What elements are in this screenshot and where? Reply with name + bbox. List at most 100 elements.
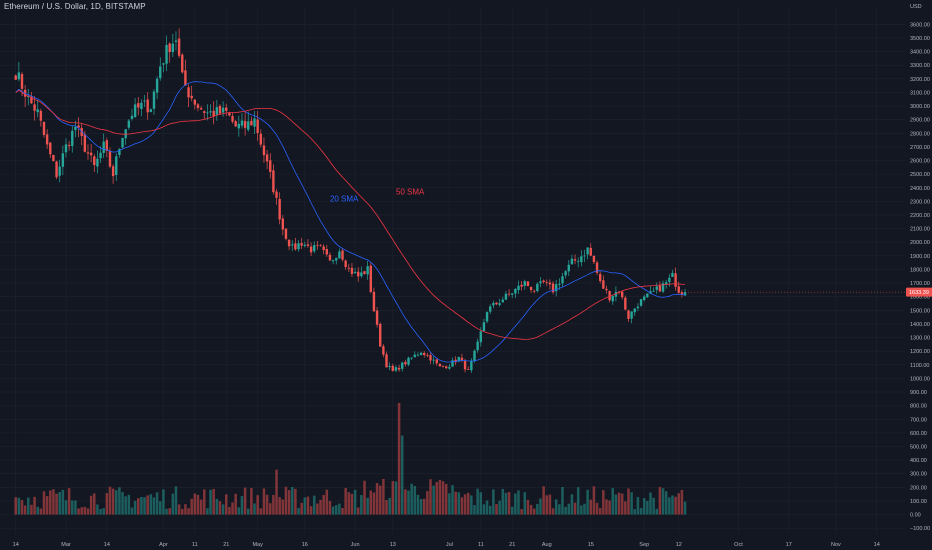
candle-body — [174, 40, 178, 42]
candle-body — [598, 273, 602, 281]
volume-bar — [378, 485, 382, 515]
candle-layer — [14, 28, 687, 373]
candle-body — [410, 357, 413, 359]
candle-body — [159, 66, 162, 79]
volume-bar — [124, 496, 127, 515]
price-axis[interactable]: −100.00 0.00 100.00 200.00 300.00 400.00 500.0… — [685, 0, 932, 550]
volume-bar — [350, 493, 354, 515]
candle-body — [177, 38, 181, 56]
volume-bar — [52, 489, 55, 515]
time-tick-label: 12 — [676, 542, 682, 548]
volume-bar — [287, 490, 291, 515]
candle-body — [580, 256, 583, 263]
volume-bar — [639, 507, 643, 515]
candle-body — [592, 255, 596, 263]
price-tick-label: 800.00 — [910, 404, 927, 410]
price-axis-bg — [905, 0, 932, 550]
candle-body — [570, 258, 574, 265]
volume-bar — [479, 492, 483, 515]
candle-body — [523, 281, 526, 286]
candle-body — [624, 297, 627, 310]
candle-body — [668, 277, 671, 282]
volume-bar — [86, 508, 90, 515]
candle-body — [473, 350, 476, 362]
price-tick-label: 2000.00 — [910, 240, 930, 246]
volume-bar — [520, 509, 523, 515]
volume-bar — [514, 493, 517, 515]
volume-bar — [400, 435, 404, 515]
candle-body — [331, 260, 335, 262]
volume-bar — [539, 498, 542, 515]
candle-body — [171, 43, 175, 53]
candle-body — [265, 154, 269, 162]
volume-bar — [526, 499, 530, 515]
candle-body — [504, 293, 508, 300]
volume-bar — [155, 492, 159, 515]
price-tick-label: 1100.00 — [910, 363, 929, 369]
candle-body — [42, 122, 46, 135]
volume-bar — [325, 489, 329, 515]
candle-body — [485, 312, 489, 322]
candle-body — [407, 357, 410, 365]
candle-body — [111, 166, 115, 177]
volume-bar — [611, 488, 615, 515]
volume-bar — [554, 499, 558, 515]
candle-body — [209, 111, 212, 113]
time-tick-label: Oct — [734, 542, 743, 548]
candle-body — [438, 363, 442, 367]
volume-bar — [152, 497, 156, 515]
volume-bar — [133, 500, 137, 515]
volume-bar — [316, 503, 319, 515]
candle-body — [152, 91, 156, 109]
volume-bar — [363, 480, 366, 515]
candle-body — [664, 282, 668, 285]
candle-body — [149, 109, 153, 112]
volume-bar — [14, 497, 17, 515]
candle-body — [602, 280, 605, 289]
candle-body — [259, 133, 263, 145]
volume-bar — [49, 490, 52, 515]
candle-body — [303, 244, 307, 246]
price-tick-label: −100.00 — [910, 526, 930, 532]
volume-bar — [168, 508, 171, 515]
price-tick-label: 2100.00 — [910, 227, 930, 233]
candle-body — [212, 110, 215, 117]
volume-bar — [510, 506, 514, 515]
volume-bar — [199, 499, 203, 515]
volume-bar — [529, 504, 533, 515]
volume-bar — [83, 506, 87, 515]
candle-body — [545, 281, 548, 283]
candle-body — [363, 271, 366, 274]
candle-body — [215, 107, 219, 115]
time-tick-label: 21 — [223, 542, 229, 548]
volume-bar — [473, 505, 476, 515]
candle-body — [262, 145, 266, 156]
volume-bar — [218, 501, 222, 515]
volume-bar — [80, 507, 83, 515]
candle-body — [187, 87, 190, 98]
volume-bar — [115, 490, 118, 515]
candle-body — [627, 310, 630, 319]
time-tick-label: 11 — [192, 542, 198, 548]
price-tick-label: 0.00 — [910, 513, 921, 519]
candle-body — [181, 54, 184, 73]
volume-bar — [171, 493, 175, 515]
sma-layer: 20 SMA 50 SMA — [15, 81, 686, 363]
time-tick-label: 11 — [478, 542, 484, 548]
candle-body — [102, 141, 105, 153]
candle-body — [338, 251, 341, 259]
candle-body — [413, 354, 416, 358]
price-tick-label: 2700.00 — [910, 145, 930, 151]
volume-bar — [683, 501, 687, 515]
time-tick-label: 14 — [874, 542, 880, 548]
time-axis[interactable]: 14 Mar 14 Apr 11 21 May 16 Jun 13 Jul 11 21 Aug 15 Sep 1… — [13, 542, 880, 548]
candle-body — [300, 243, 303, 246]
volume-bar — [312, 495, 316, 515]
candle-body — [335, 258, 338, 261]
candle-body — [432, 359, 435, 361]
candle-body — [620, 291, 624, 298]
candle-body — [611, 295, 614, 302]
candle-body — [272, 170, 275, 193]
candle-body — [253, 118, 256, 127]
